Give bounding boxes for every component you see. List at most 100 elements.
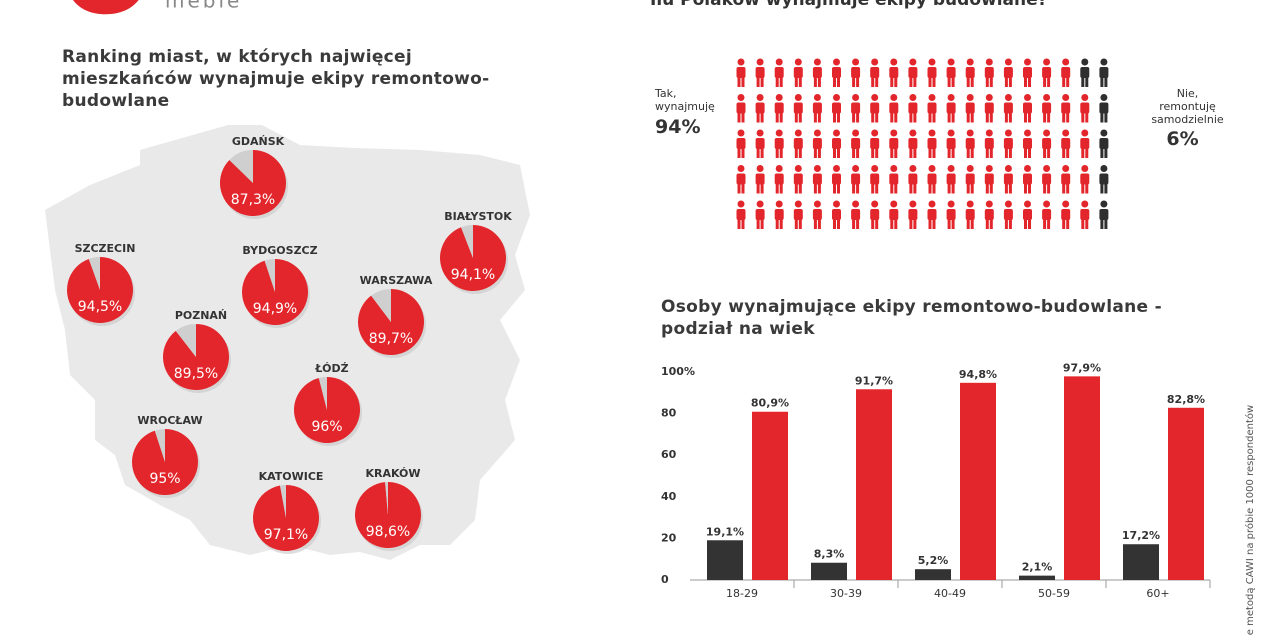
person-body bbox=[851, 67, 861, 78]
person-leg bbox=[913, 219, 917, 229]
person-leg bbox=[909, 112, 913, 123]
bar-value-label: 97,9% bbox=[1063, 361, 1101, 374]
person-head bbox=[1100, 94, 1108, 101]
person-icon bbox=[1023, 165, 1032, 194]
person-body bbox=[889, 138, 899, 149]
person-body bbox=[774, 138, 784, 149]
city-label: SZCZECIN bbox=[75, 242, 136, 255]
person-leg bbox=[947, 219, 951, 229]
person-leg bbox=[1081, 219, 1085, 229]
person-head bbox=[966, 94, 974, 101]
person-leg bbox=[951, 148, 955, 158]
person-leg bbox=[947, 77, 951, 87]
person-leg bbox=[1028, 112, 1031, 123]
person-head bbox=[909, 94, 917, 101]
person-head bbox=[947, 129, 955, 137]
person-leg bbox=[817, 183, 821, 194]
person-icon bbox=[812, 200, 822, 229]
person-leg bbox=[760, 112, 764, 123]
person-body bbox=[755, 102, 765, 114]
city-label: KRAKÓW bbox=[365, 467, 420, 480]
person-leg bbox=[1100, 112, 1104, 123]
person-leg bbox=[737, 148, 741, 158]
person-leg bbox=[837, 219, 840, 229]
person-leg bbox=[1043, 219, 1047, 229]
person-leg bbox=[756, 148, 760, 158]
person-icon bbox=[774, 200, 784, 229]
person-leg bbox=[875, 112, 879, 123]
person-head bbox=[928, 165, 936, 172]
person-head bbox=[1024, 58, 1031, 66]
bar-value-label: 94,8% bbox=[959, 368, 997, 381]
person-icon bbox=[984, 200, 994, 229]
person-leg bbox=[1028, 77, 1031, 87]
person-head bbox=[1081, 165, 1089, 172]
bar-value-label: 82,8% bbox=[1167, 393, 1205, 406]
city-label: WARSZAWA bbox=[360, 274, 433, 287]
person-leg bbox=[775, 112, 779, 123]
person-leg bbox=[760, 219, 764, 229]
person-leg bbox=[909, 148, 913, 158]
person-leg bbox=[779, 183, 783, 194]
person-leg bbox=[813, 148, 817, 158]
person-leg bbox=[1085, 183, 1089, 194]
person-body bbox=[1042, 102, 1052, 114]
person-leg bbox=[737, 77, 741, 87]
pie-rest bbox=[461, 225, 473, 258]
person-icon bbox=[1042, 58, 1052, 87]
person-head bbox=[1062, 94, 1070, 101]
person-icon bbox=[832, 94, 841, 123]
person-head bbox=[985, 129, 993, 137]
person-icon bbox=[1042, 129, 1052, 158]
person-head bbox=[775, 129, 783, 137]
person-leg bbox=[1104, 219, 1108, 229]
person-icon bbox=[870, 165, 880, 194]
person-leg bbox=[817, 77, 821, 87]
person-body bbox=[1023, 138, 1032, 149]
person-icon bbox=[851, 129, 861, 158]
person-body bbox=[793, 138, 803, 149]
person-head bbox=[1004, 165, 1012, 172]
person-head bbox=[775, 58, 783, 66]
person-body bbox=[984, 67, 994, 78]
person-head bbox=[794, 200, 802, 208]
person-body bbox=[774, 173, 784, 185]
person-leg bbox=[779, 77, 783, 87]
person-leg bbox=[913, 183, 917, 194]
y-tick-label: 40 bbox=[661, 490, 677, 503]
pie-value: 89,7% bbox=[369, 331, 413, 347]
person-leg bbox=[894, 148, 898, 158]
person-body bbox=[812, 138, 822, 149]
person-leg bbox=[798, 148, 802, 158]
person-leg bbox=[890, 183, 894, 194]
person-head bbox=[1043, 58, 1051, 66]
person-leg bbox=[890, 148, 894, 158]
y-tick-label: 0 bbox=[661, 573, 669, 586]
person-icon bbox=[889, 58, 899, 87]
pie-slice bbox=[354, 482, 421, 548]
person-icon bbox=[1080, 200, 1090, 229]
person-head bbox=[1081, 58, 1089, 66]
bar bbox=[752, 411, 788, 580]
person-leg bbox=[760, 183, 764, 194]
bar-value-label: 80,9% bbox=[751, 397, 789, 410]
pie-value: 96% bbox=[311, 419, 342, 435]
person-leg bbox=[1062, 112, 1066, 123]
person-head bbox=[1004, 58, 1012, 66]
person-body bbox=[965, 102, 975, 114]
person-icon bbox=[1061, 129, 1071, 158]
person-leg bbox=[756, 112, 760, 123]
person-head bbox=[813, 58, 821, 66]
person-head bbox=[1024, 94, 1031, 101]
person-leg bbox=[1085, 112, 1089, 123]
person-leg bbox=[966, 77, 970, 87]
person-icon bbox=[832, 129, 841, 158]
person-leg bbox=[741, 148, 745, 158]
pie-slice bbox=[163, 324, 230, 391]
person-leg bbox=[1062, 148, 1066, 158]
person-leg bbox=[932, 219, 936, 229]
pie-rest bbox=[371, 289, 391, 322]
person-icon bbox=[1023, 58, 1032, 87]
person-icon bbox=[812, 94, 822, 123]
